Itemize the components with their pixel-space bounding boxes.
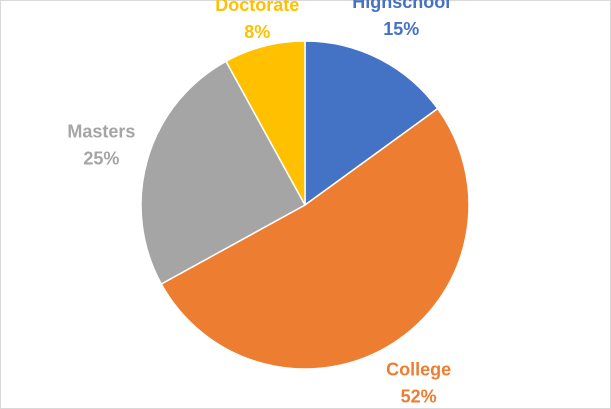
pie-slice (140, 60, 307, 286)
pie-slice (160, 107, 470, 370)
slice-label: College (386, 360, 451, 380)
value-label: 25% (83, 149, 119, 169)
value-label: 52% (401, 387, 437, 407)
slice-label: Highschool (352, 0, 450, 12)
value-label: 8% (244, 22, 270, 42)
slice-label: Masters (67, 122, 135, 142)
pie-slice (304, 40, 439, 207)
pie-slice (224, 40, 306, 206)
slice-label: Doctorate (215, 0, 299, 15)
value-label: 15% (383, 19, 419, 39)
